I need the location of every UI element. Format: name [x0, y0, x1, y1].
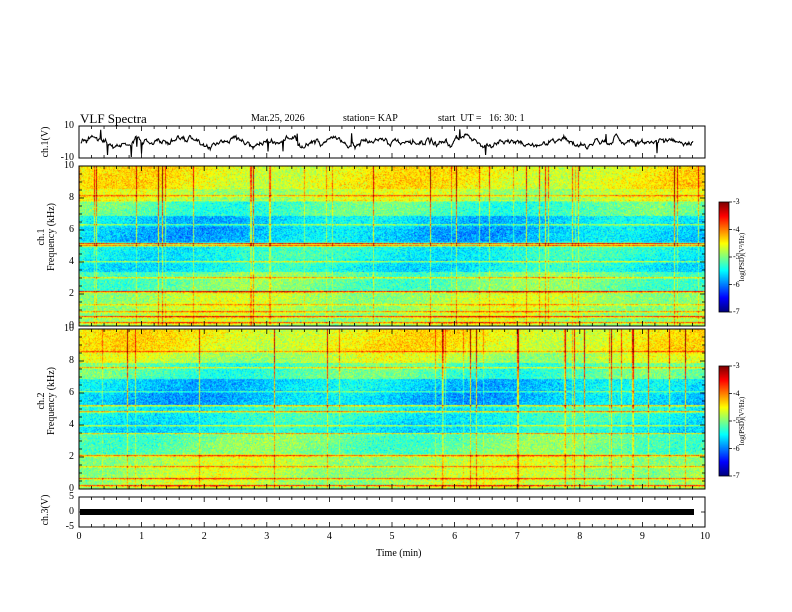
- date-label: Mar.25, 2026: [251, 113, 305, 124]
- colorbar-frame: [718, 201, 730, 313]
- ch2-spectrogram-image: [79, 329, 705, 489]
- spec2-ytick-label: 4: [69, 419, 74, 430]
- colorbar-tick-label: -6: [733, 443, 740, 453]
- panel-frame-2: [78, 165, 706, 327]
- ch3-waveform-line: [80, 509, 694, 515]
- x-axis-label: Time (min): [376, 548, 422, 559]
- spec2-ytick-label: 8: [69, 355, 74, 366]
- x-tick-label: 4: [326, 531, 332, 542]
- colorbar-tick-label: -4: [733, 388, 740, 398]
- ch2-spec-ylabel: ch.2 Frequency (kHz): [36, 351, 59, 451]
- colorbar-tick-label: -7: [733, 307, 740, 316]
- spec2-ytick-label: 0: [69, 483, 74, 494]
- colorbar-tick-label: -7: [733, 471, 740, 480]
- spec1-ytick-label: 4: [69, 256, 74, 267]
- colorbar-tick-label: -6: [733, 279, 740, 289]
- panel-frame-3: [78, 328, 706, 490]
- spec1-ytick-label: 8: [69, 192, 74, 203]
- x-tick-label: 6: [452, 531, 458, 542]
- wave3-ytick-label: 5: [69, 491, 74, 502]
- spec2-ytick-label: 6: [69, 387, 74, 398]
- ch1-colorbar: [719, 202, 729, 312]
- spec1-ytick-label: 2: [69, 288, 74, 299]
- x-tick-label: 3: [264, 531, 270, 542]
- start-time-label: start UT = 16: 30: 1: [438, 113, 525, 124]
- ch1-waveform-line: [80, 129, 694, 158]
- wave0-ytick-label: 10: [64, 120, 74, 131]
- spec1-ytick-label: 6: [69, 224, 74, 235]
- x-tick-label: 0: [76, 531, 82, 542]
- x-tick-label: 7: [514, 531, 520, 542]
- colorbar-frame: [718, 365, 730, 477]
- colorbar-tick-label: -5: [733, 416, 740, 425]
- colorbar-tick-label: -5: [733, 252, 740, 261]
- wave0-ytick-label: -10: [60, 152, 74, 163]
- spec2-ytick-label: 2: [69, 451, 74, 462]
- station-label: station= KAP: [343, 113, 398, 124]
- ch2-colorbar: [719, 366, 729, 476]
- colorbar-tick-label: -4: [733, 224, 740, 234]
- spec1-ytick-label: 0: [69, 320, 74, 331]
- colorbar-tick-label: -3: [733, 361, 740, 370]
- ch1-spectrogram-image: [79, 166, 705, 326]
- spec2-ytick-label: 10: [64, 323, 74, 334]
- x-tick-label: 8: [577, 531, 583, 542]
- x-tick-label: 1: [139, 531, 145, 542]
- wave3-ytick-label: -5: [65, 521, 74, 532]
- x-tick-label: 2: [201, 531, 207, 542]
- x-tick-label: 9: [639, 531, 645, 542]
- x-tick-label: 10: [700, 531, 710, 542]
- x-tick-label: 5: [389, 531, 395, 542]
- figure-title: VLF Spectra: [80, 111, 147, 126]
- colorbar-tick-label: -3: [733, 197, 740, 206]
- spec1-ytick-label: 10: [64, 160, 74, 171]
- wave3-ytick-label: 0: [69, 506, 74, 517]
